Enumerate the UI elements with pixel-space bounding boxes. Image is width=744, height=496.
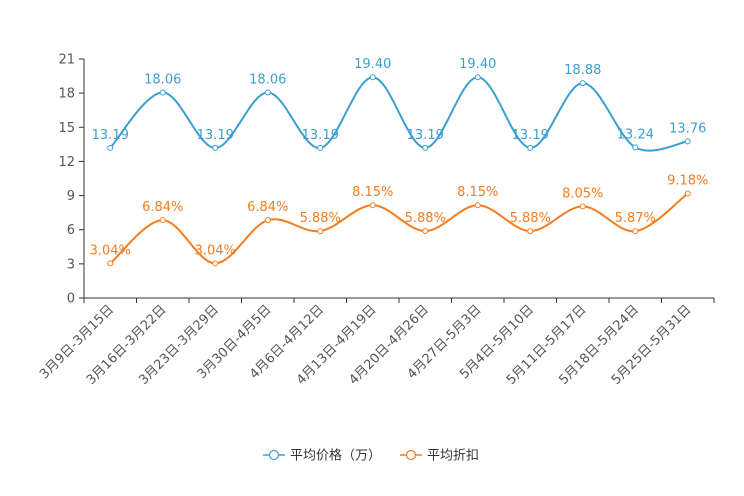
data-label: 19.40 [354, 57, 391, 72]
data-point [159, 217, 166, 224]
data-point [107, 144, 114, 151]
legend: 平均价格（万） 平均折扣 [263, 448, 479, 464]
data-point [159, 89, 166, 96]
data-point [107, 260, 114, 267]
data-point [474, 202, 481, 209]
data-label: 3.04% [195, 243, 236, 258]
data-label: 13.19 [407, 128, 444, 143]
y-tick-label: 15 [58, 121, 75, 136]
data-point [632, 144, 639, 151]
data-label: 6.84% [247, 200, 288, 215]
y-tick-label: 0 [67, 292, 75, 307]
data-label: 18.88 [564, 63, 601, 78]
series-line-avg-discount [109, 192, 689, 265]
data-label: 13.24 [617, 127, 654, 142]
data-point [369, 202, 376, 209]
y-tick-label: 21 [58, 53, 75, 68]
y-tick-label: 18 [58, 87, 75, 102]
data-label: 5.88% [510, 211, 551, 226]
data-point [579, 203, 586, 210]
data-label: 18.06 [144, 72, 181, 87]
data-label: 13.19 [92, 128, 129, 143]
legend-label: 平均折扣 [427, 449, 479, 464]
data-point [317, 228, 324, 235]
data-point [317, 144, 324, 151]
data-point [684, 138, 691, 145]
data-point [527, 228, 534, 235]
legend-marker [268, 449, 280, 461]
data-point [264, 89, 271, 96]
data-point [422, 228, 429, 235]
data-point [422, 144, 429, 151]
data-label: 13.19 [512, 128, 549, 143]
data-labels: 13.19 18.06 13.19 18.06 13.19 19.40 13.19 19.40… [90, 57, 709, 258]
data-point [474, 74, 481, 81]
data-label: 13.19 [302, 128, 339, 143]
data-label: 8.15% [457, 185, 498, 200]
data-point [579, 80, 586, 87]
y-tick-label: 3 [67, 257, 75, 272]
data-point [264, 217, 271, 224]
y-tick-label: 12 [58, 155, 75, 170]
data-label: 8.05% [562, 186, 603, 201]
data-label: 8.15% [352, 185, 393, 200]
data-label: 3.04% [90, 243, 131, 258]
y-tick-label: 9 [67, 189, 75, 204]
axes: 0369121518213月9日-3月15日3月16日-3月22日3月23日-3… [37, 53, 715, 388]
data-point [632, 228, 639, 235]
data-label: 13.19 [197, 128, 234, 143]
data-label: 9.18% [667, 174, 708, 189]
y-tick-label: 6 [67, 223, 75, 238]
legend-marker [405, 449, 417, 461]
data-label: 5.88% [405, 211, 446, 226]
data-label: 19.40 [459, 57, 496, 72]
data-point [212, 144, 219, 151]
data-label: 13.76 [669, 121, 706, 136]
data-point [212, 260, 219, 267]
data-label: 5.87% [615, 211, 656, 226]
data-point [527, 144, 534, 151]
data-point [369, 74, 376, 81]
legend-label: 平均价格（万） [290, 448, 381, 464]
data-label: 5.88% [300, 211, 341, 226]
series-layer [107, 74, 691, 267]
data-label: 18.06 [249, 72, 286, 87]
data-label: 6.84% [142, 200, 183, 215]
data-point [684, 190, 691, 197]
